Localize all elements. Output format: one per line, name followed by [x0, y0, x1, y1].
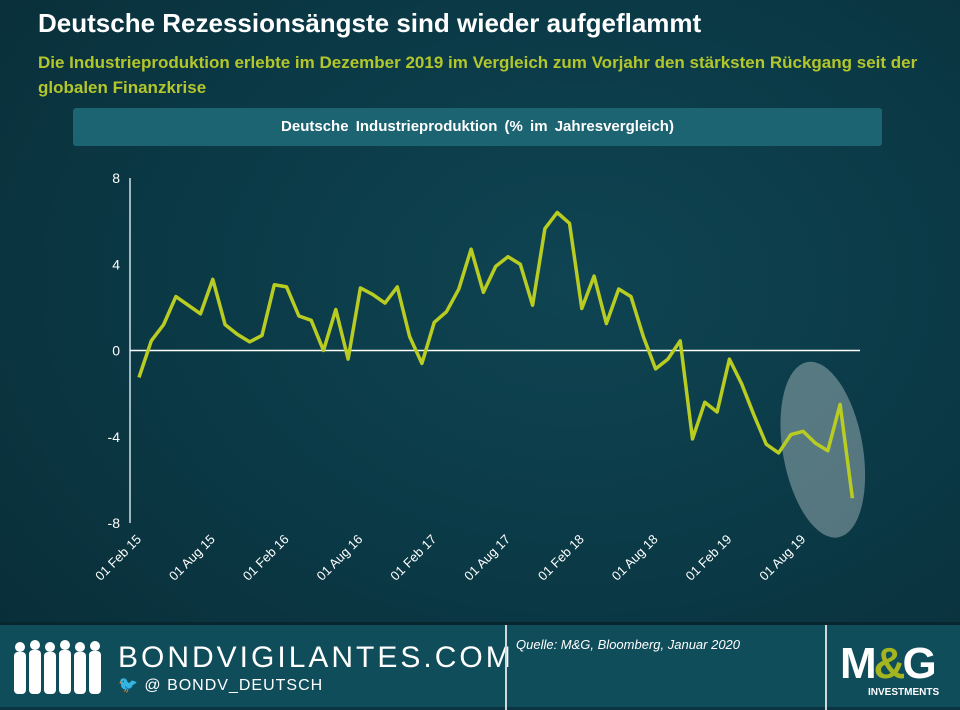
- x-tick-label: 01 Aug 19: [756, 532, 808, 584]
- y-tick-label: 0: [112, 343, 120, 359]
- people-silhouettes-icon: [12, 639, 104, 695]
- line-chart: 8 4 0 -4 -801 Feb 15 01 Aug 15 01 Feb 16 01 Aug…: [0, 0, 960, 620]
- x-tick-label: 01 Aug 16: [314, 532, 366, 584]
- y-tick-label: 8: [112, 170, 120, 186]
- twitter-handle[interactable]: 🐦 @ BONDV_DEUTSCH: [118, 675, 323, 695]
- x-tick-label: 01 Feb 19: [683, 532, 735, 584]
- divider: [505, 625, 507, 710]
- x-tick-label: 01 Feb 15: [92, 532, 144, 584]
- divider: [825, 625, 827, 710]
- x-tick-label: 01 Feb 18: [535, 532, 587, 584]
- y-tick-label: 4: [112, 256, 120, 272]
- x-tick-label: 01 Aug 15: [166, 532, 218, 584]
- footer: BONDVIGILANTES.COM 🐦 @ BONDV_DEUTSCH Que…: [0, 622, 960, 707]
- y-tick-label: -4: [108, 429, 121, 445]
- logo-subtitle: INVESTMENTS: [868, 687, 939, 698]
- mg-logo: M&G: [840, 639, 934, 689]
- y-tick-label: -8: [108, 515, 121, 531]
- x-tick-label: 01 Feb 16: [240, 532, 292, 584]
- x-tick-label: 01 Aug 17: [461, 532, 513, 584]
- source-note: Quelle: M&G, Bloomberg, Januar 2020: [516, 637, 740, 652]
- series-line: [139, 213, 852, 499]
- x-tick-label: 01 Feb 17: [387, 532, 439, 584]
- twitter-icon: 🐦: [118, 677, 139, 694]
- site-link[interactable]: BONDVIGILANTES.COM: [118, 641, 514, 675]
- x-tick-label: 01 Aug 18: [609, 532, 661, 584]
